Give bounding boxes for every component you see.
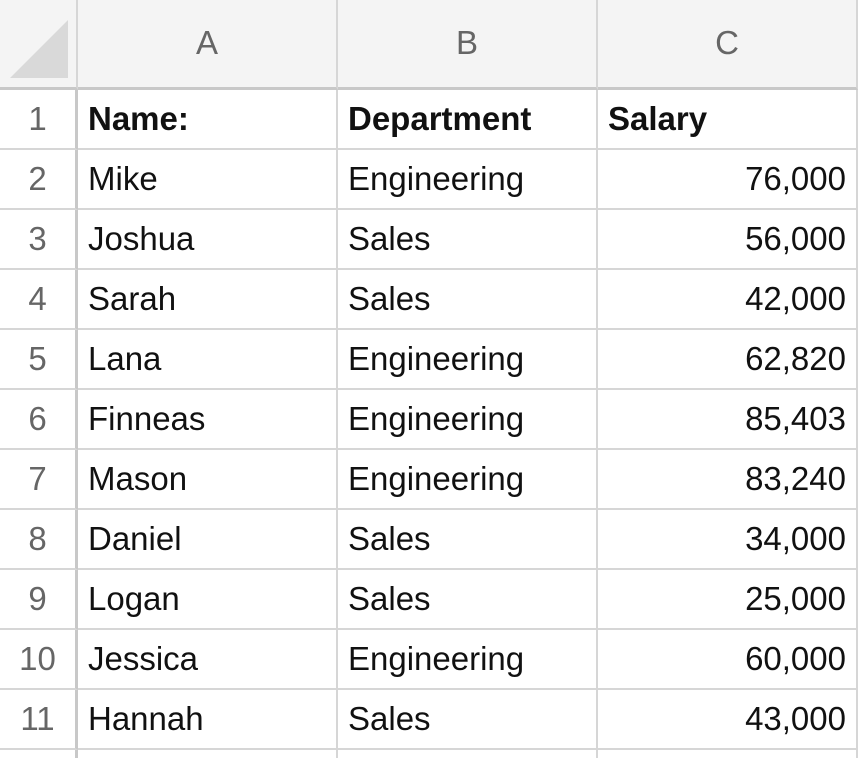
cell[interactable]: 85,403 <box>598 390 858 450</box>
cell[interactable]: Sales <box>338 510 598 570</box>
cell[interactable]: Lana <box>78 330 338 390</box>
cell[interactable]: Engineering <box>338 150 598 210</box>
row-header[interactable]: 6 <box>0 390 78 450</box>
column-header[interactable]: C <box>598 0 858 90</box>
cell[interactable]: 76,000 <box>598 150 858 210</box>
row-header[interactable]: 4 <box>0 270 78 330</box>
cell[interactable]: Jessica <box>78 630 338 690</box>
row-header[interactable]: 3 <box>0 210 78 270</box>
cell[interactable]: Engineering <box>338 330 598 390</box>
cell[interactable]: Sales <box>338 690 598 750</box>
cell[interactable]: Mike <box>78 150 338 210</box>
cell[interactable]: Sarah <box>78 270 338 330</box>
cell-partial <box>338 750 598 758</box>
cell[interactable]: Engineering <box>338 450 598 510</box>
cell[interactable]: 25,000 <box>598 570 858 630</box>
cell[interactable]: Name: <box>78 90 338 150</box>
row-header[interactable]: 9 <box>0 570 78 630</box>
cell[interactable]: 43,000 <box>598 690 858 750</box>
cell[interactable]: Sales <box>338 210 598 270</box>
row-header[interactable]: 11 <box>0 690 78 750</box>
column-header[interactable]: B <box>338 0 598 90</box>
cell[interactable]: Finneas <box>78 390 338 450</box>
cell[interactable]: Daniel <box>78 510 338 570</box>
cell[interactable]: 34,000 <box>598 510 858 570</box>
row-header[interactable]: 1 <box>0 90 78 150</box>
cell[interactable]: 62,820 <box>598 330 858 390</box>
column-header[interactable]: A <box>78 0 338 90</box>
row-header[interactable]: 2 <box>0 150 78 210</box>
cell-partial <box>78 750 338 758</box>
cell[interactable]: Engineering <box>338 390 598 450</box>
row-header[interactable]: 10 <box>0 630 78 690</box>
corner-triangle <box>10 20 68 78</box>
cell[interactable]: Department <box>338 90 598 150</box>
row-header[interactable]: 7 <box>0 450 78 510</box>
cell[interactable]: Logan <box>78 570 338 630</box>
cell[interactable]: Mason <box>78 450 338 510</box>
row-header[interactable]: 5 <box>0 330 78 390</box>
row-header-partial <box>0 750 78 758</box>
cell[interactable]: 56,000 <box>598 210 858 270</box>
row-header[interactable]: 8 <box>0 510 78 570</box>
cell[interactable]: Hannah <box>78 690 338 750</box>
cell[interactable]: Engineering <box>338 630 598 690</box>
cell-partial <box>598 750 858 758</box>
cell[interactable]: Sales <box>338 270 598 330</box>
cell[interactable]: 83,240 <box>598 450 858 510</box>
cell[interactable]: Joshua <box>78 210 338 270</box>
corner[interactable] <box>0 0 78 90</box>
cell[interactable]: 42,000 <box>598 270 858 330</box>
cell[interactable]: Sales <box>338 570 598 630</box>
cell[interactable]: 60,000 <box>598 630 858 690</box>
cell[interactable]: Salary <box>598 90 858 150</box>
